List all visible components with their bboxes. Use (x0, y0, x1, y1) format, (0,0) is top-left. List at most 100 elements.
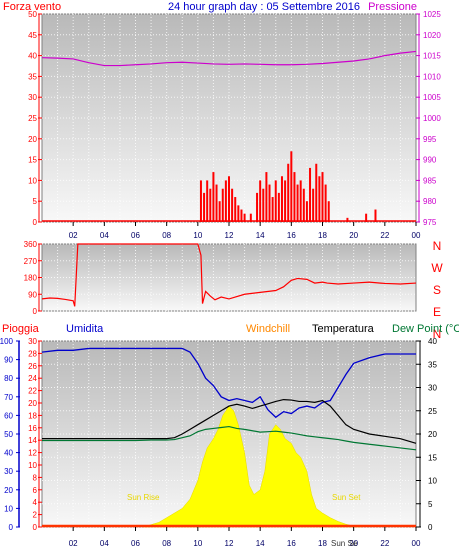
axis-labels: 0510152025303540455097598098599099510001… (0, 10, 443, 548)
wind-bar (231, 188, 234, 222)
x-tick-label: 16 (287, 539, 296, 548)
wind-bar (346, 217, 349, 222)
temperature-tick-label: 20 (428, 430, 437, 439)
humidity-tick-label: 70 (4, 393, 13, 402)
pressure-tick-label: 985 (423, 176, 437, 185)
rain-tick-label: 4 (33, 498, 38, 507)
direction-tick-label: 270 (24, 257, 38, 266)
wind-bar (280, 176, 283, 222)
x-tick-label: 08 (162, 539, 171, 548)
wind-bar (299, 180, 302, 222)
temperature-tick-label: 10 (428, 477, 437, 486)
wind-bar (259, 180, 262, 222)
wind-bar (302, 188, 305, 222)
humidity-line (41, 347, 416, 419)
wind-bar (324, 184, 327, 222)
x-tick-label: 10 (193, 231, 202, 240)
humidity-tick-label: 0 (9, 523, 14, 532)
rain-tick-label: 30 (28, 337, 37, 346)
wind-tick-label: 50 (28, 10, 37, 19)
sun-rise-label: Sun Rise (127, 493, 160, 502)
x-tick-label: 04 (100, 231, 109, 240)
humidity-tick-label: 30 (4, 467, 13, 476)
legend-windchill: Windchill (246, 323, 290, 335)
pressure-tick-label: 980 (423, 197, 437, 206)
wind-bar (209, 188, 212, 222)
wind-bar (265, 172, 268, 222)
wind-bar (290, 151, 293, 222)
graph-date-title: 24 hour graph day : 05 Settembre 2016 (168, 1, 360, 13)
wind-tick-label: 35 (28, 72, 37, 81)
wind-bar (327, 201, 330, 222)
compass-label: S (433, 283, 441, 297)
wind-bar (277, 192, 280, 222)
solar-area (143, 405, 362, 528)
humidity-tick-label: 40 (4, 449, 13, 458)
x-tick-label: 18 (318, 539, 327, 548)
x-tick-label: 06 (131, 539, 140, 548)
pressure-tick-label: 1015 (423, 52, 441, 61)
pressure-tick-label: 995 (423, 135, 437, 144)
rain-tick-label: 24 (28, 374, 37, 383)
direction-line (41, 243, 417, 307)
wind-bar (296, 184, 299, 222)
rain-tick-label: 22 (28, 387, 37, 396)
dewpoint-line (42, 425, 417, 451)
wind-tick-label: 0 (33, 218, 38, 227)
humidity-tick-label: 90 (4, 356, 13, 365)
x-tick-label: 02 (69, 539, 78, 548)
solar-radiation-area (143, 405, 362, 528)
temperature-tick-label: 25 (428, 407, 437, 416)
wind-bar (321, 172, 324, 222)
wind-bar (203, 192, 206, 222)
wind-bar (268, 184, 271, 222)
humidity-tick-label: 50 (4, 430, 13, 439)
humidity-tick-label: 20 (4, 486, 13, 495)
x-tick-label: 14 (256, 539, 265, 548)
compass-label: E (433, 305, 441, 319)
x-tick-label: 20 (349, 231, 358, 240)
rain-tick-label: 2 (33, 511, 38, 520)
wind-bar (243, 213, 246, 222)
wind-bar (234, 197, 237, 222)
wind-bar (228, 176, 230, 222)
temperature-tick-label: 40 (428, 337, 437, 346)
humidity-tick-label: 60 (4, 411, 13, 420)
wind-bar (312, 188, 315, 222)
wind-tick-label: 40 (28, 52, 37, 61)
wind-bar (284, 180, 287, 222)
compass-label: N (433, 239, 442, 253)
wind-bar (224, 180, 227, 222)
x-tick-label: 12 (225, 231, 234, 240)
temperature-tick-label: 30 (428, 384, 437, 393)
rain-tick-label: 10 (28, 461, 37, 470)
wind-bar (199, 180, 202, 222)
wind-tick-label: 15 (28, 156, 37, 165)
pressure-tick-label: 1020 (423, 31, 441, 40)
wind-bar (287, 163, 290, 222)
rain-tick-label: 20 (28, 399, 37, 408)
legend-umidita: Umidita (66, 323, 104, 335)
rain-tick-label: 0 (33, 523, 38, 532)
rain-tick-label: 18 (28, 411, 37, 420)
wind-tick-label: 5 (33, 197, 38, 206)
x-tick-label: 02 (69, 231, 78, 240)
sun-set-label: Sun Set (332, 493, 361, 502)
direction-tick-label: 0 (33, 307, 38, 316)
humidity-tick-label: 10 (4, 504, 13, 513)
direction-tick-label: 90 (28, 290, 37, 299)
direction-tick-label: 180 (24, 274, 38, 283)
wind-bar (293, 172, 296, 222)
wind-tick-label: 25 (28, 114, 37, 123)
wind-bar (271, 197, 274, 222)
legend-temperatura: Temperatura (312, 323, 375, 335)
wind-bar (206, 180, 209, 222)
wind-bar (374, 209, 377, 222)
legend-pioggia: Pioggia (2, 323, 40, 335)
pressure-tick-label: 1005 (423, 93, 441, 102)
wind-bar (262, 188, 265, 222)
x-tick-label: 00 (412, 231, 421, 240)
x-tick-label: 20 (349, 539, 358, 548)
